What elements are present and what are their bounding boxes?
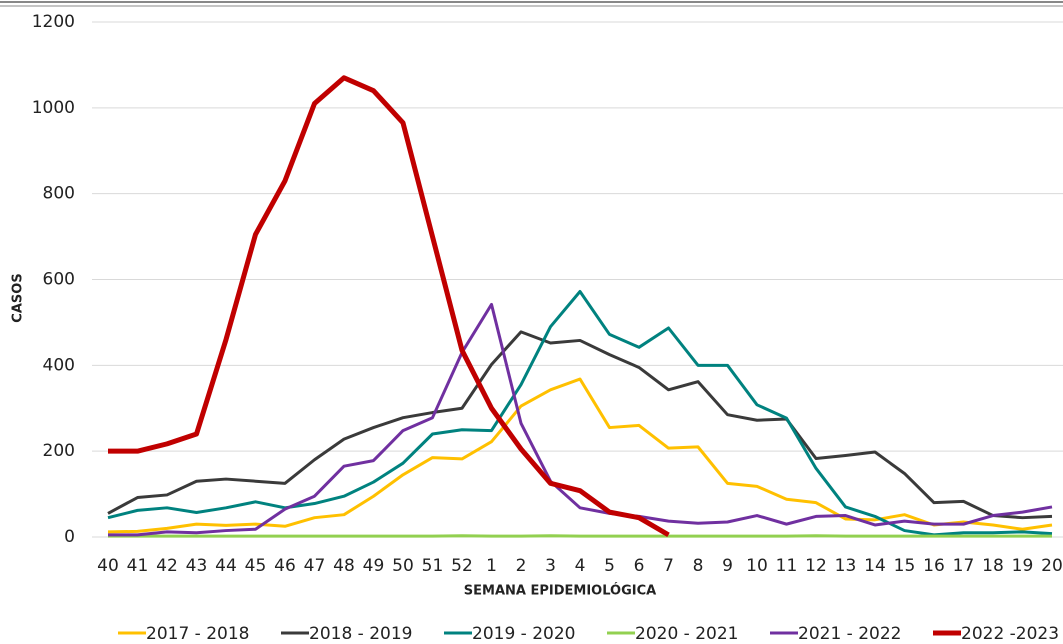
x-tick-label: 50 (392, 556, 414, 576)
legend-label: 2021 - 2022 (798, 624, 901, 644)
x-tick-label: 7 (663, 556, 674, 576)
x-tick-label: 48 (333, 556, 355, 576)
series-line (108, 75, 670, 538)
x-tick-label: 19 (1012, 556, 1034, 576)
series-line (107, 330, 1053, 520)
x-tick-label: 15 (894, 556, 916, 576)
x-tick-label: 42 (156, 556, 178, 576)
x-tick-label: 1 (486, 556, 497, 576)
x-tick-label: 16 (923, 556, 945, 576)
legend-label: 2019 - 2020 (472, 624, 575, 644)
legend-label: 2022 -2023 (961, 624, 1059, 644)
x-tick-label: 52 (451, 556, 473, 576)
x-tick-label: 44 (215, 556, 237, 576)
x-tick-label: 9 (722, 556, 733, 576)
x-tick-label: 8 (693, 556, 704, 576)
y-tick-label: 1200 (32, 12, 75, 32)
x-tick-label: 18 (982, 556, 1004, 576)
x-axis-label: SEMANA EPIDEMIOLÓGICA (464, 583, 656, 599)
y-axis-label: CASOS (11, 273, 26, 322)
y-tick-label: 0 (64, 527, 75, 547)
x-tick-label: 13 (835, 556, 857, 576)
x-tick-label: 46 (274, 556, 296, 576)
x-tick-label: 11 (776, 556, 798, 576)
x-tick-label: 40 (97, 556, 119, 576)
y-tick-label: 400 (43, 355, 75, 375)
x-tick-label: 12 (805, 556, 827, 576)
y-tick-label: 1000 (32, 98, 75, 118)
series-line (107, 377, 1053, 534)
y-tick-label: 800 (43, 184, 75, 204)
series-line (107, 290, 1053, 537)
x-tick-label: 2 (516, 556, 527, 576)
x-tick-label: 51 (422, 556, 444, 576)
y-tick-label: 600 (43, 270, 75, 290)
series-line (108, 302, 1053, 537)
x-tick-label: 41 (127, 556, 149, 576)
x-tick-label: 4 (575, 556, 586, 576)
legend-label: 2020 - 2021 (635, 624, 738, 644)
x-tick-label: 49 (363, 556, 385, 576)
x-tick-label: 45 (245, 556, 267, 576)
x-tick-label: 3 (545, 556, 556, 576)
x-tick-label: 47 (304, 556, 326, 576)
x-tick-label: 6 (634, 556, 645, 576)
x-tick-label: 5 (604, 556, 615, 576)
x-tick-label: 14 (864, 556, 886, 576)
x-tick-label: 10 (746, 556, 768, 576)
x-tick-label: 17 (953, 556, 975, 576)
legend-label: 2018 - 2019 (309, 624, 412, 644)
y-tick-label: 200 (43, 441, 75, 461)
x-tick-label: 20 (1041, 556, 1063, 576)
x-tick-label: 43 (186, 556, 208, 576)
legend-label: 2017 - 2018 (146, 624, 249, 644)
